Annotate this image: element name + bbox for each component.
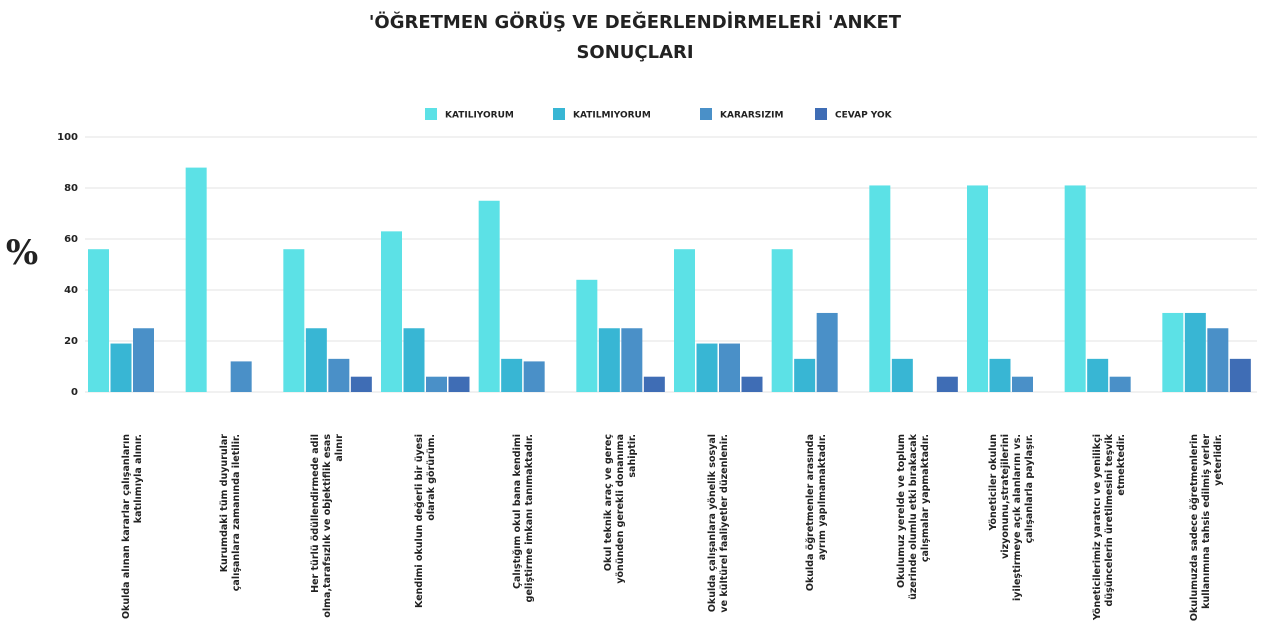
bar [1184, 312, 1206, 392]
bar [936, 376, 958, 392]
y-tick-label: 80 [64, 183, 78, 194]
bar [1162, 312, 1184, 392]
y-tick-label: 0 [71, 387, 78, 398]
bar [305, 328, 327, 392]
bar [719, 343, 740, 392]
bar [869, 185, 891, 392]
bar [1087, 358, 1109, 392]
legend-swatch [553, 108, 565, 120]
bar [621, 328, 643, 392]
x-tick-label: Okulda alınan kararlar çalışanların katı… [121, 434, 144, 620]
bar [426, 376, 447, 392]
bar [133, 328, 154, 392]
bar [816, 312, 838, 392]
bar [448, 376, 470, 392]
bar [1012, 376, 1033, 392]
bar [350, 376, 372, 392]
bar [1064, 185, 1086, 392]
bar [328, 358, 350, 392]
bar [1229, 358, 1251, 392]
x-tick-label: Kendimi okulun değerli bir üyesi olarak … [414, 434, 437, 608]
x-tick-label: Yöneticilerimiz yaratıcı ve yenilikçi dü… [1091, 434, 1127, 621]
y-axis-label: % [6, 233, 38, 273]
bar [696, 343, 718, 392]
bar [1109, 376, 1131, 392]
bar [794, 358, 816, 392]
bar [185, 167, 207, 392]
x-tick-label: Okulda öğretmenler arasında ayrım yapılm… [804, 434, 828, 592]
bar [576, 279, 598, 392]
y-tick-label: 40 [64, 285, 78, 296]
bar [598, 328, 620, 392]
legend-swatch [815, 108, 827, 120]
legend-label: KATILIYORUM [445, 111, 514, 121]
bar [283, 249, 305, 392]
y-tick-label: 100 [57, 132, 78, 143]
bar [230, 361, 252, 392]
x-tick-label: Okulumuz yerelde ve toplum üzerinde olum… [896, 434, 932, 600]
bar [674, 249, 695, 392]
legend-label: KATILMIYORUM [573, 111, 651, 121]
bar [403, 328, 425, 392]
bar [501, 358, 523, 392]
bar [891, 358, 913, 392]
bar [989, 358, 1011, 392]
chart-title: 'ÖĞRETMEN GÖRÜŞ VE DEĞERLENDİRMELERİ 'AN… [368, 12, 902, 63]
bar [967, 185, 988, 392]
x-tick-label: Yöneticiler okulun vizyonunu,stratejiler… [988, 434, 1035, 601]
bar [381, 231, 402, 392]
bar [741, 376, 763, 392]
legend-swatch [700, 108, 712, 120]
x-tick-label: Çalıştığım okul bana kendimi geliştirme … [511, 434, 535, 603]
legend-swatch [425, 108, 437, 120]
legend-label: CEVAP YOK [835, 111, 893, 121]
bar [110, 343, 132, 392]
x-tick-label: Her türlü ödüllendirmede adil olma,taraf… [310, 434, 346, 618]
bar [643, 376, 665, 392]
bar [1207, 328, 1229, 392]
x-tick-label: Okulda çalışanlara yönelik sosyal ve kül… [707, 434, 730, 613]
x-tick-label: Okul teknik araç ve gereç yönünden gerek… [603, 434, 639, 584]
x-tick-label: Kurumdaki tüm duyurular çalışanlara zama… [218, 434, 242, 592]
bar [88, 249, 109, 392]
legend-label: KARARSIZIM [720, 111, 783, 121]
bar [478, 200, 500, 392]
bar [523, 361, 545, 392]
bar [771, 249, 793, 392]
y-tick-label: 60 [64, 234, 78, 245]
x-tick-label: Okulumuzda sadece öğretmenlerin kullanım… [1189, 434, 1225, 622]
y-tick-label: 20 [64, 336, 78, 347]
